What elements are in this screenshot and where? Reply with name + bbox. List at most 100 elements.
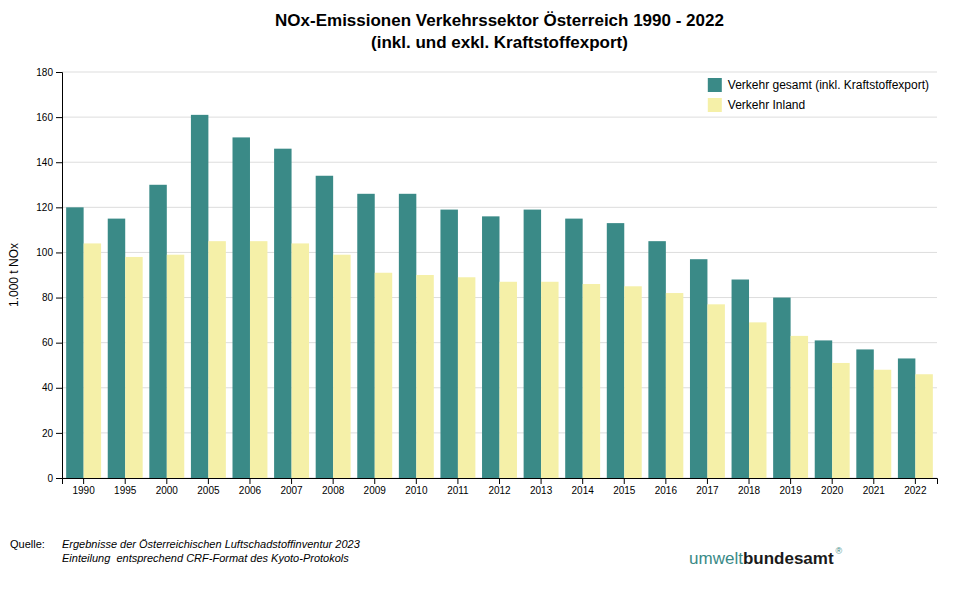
y-tick-mark bbox=[56, 478, 62, 479]
x-tick-label: 2020 bbox=[821, 485, 844, 496]
x-tick-label: 2015 bbox=[613, 485, 636, 496]
bar bbox=[250, 241, 267, 478]
logo-text: bundesamt bbox=[743, 549, 834, 568]
bar bbox=[832, 363, 849, 478]
y-tick: 20 bbox=[42, 428, 62, 439]
source-text: Einteilung entsprechend CRF-Format des K… bbox=[62, 552, 349, 564]
y-tick-mark bbox=[56, 343, 62, 344]
bar bbox=[565, 219, 582, 478]
x-tick-label: 2012 bbox=[488, 485, 511, 496]
bar bbox=[316, 176, 333, 478]
y-tick: 160 bbox=[36, 112, 62, 123]
x-tick-label: 2007 bbox=[280, 485, 303, 496]
x-tick: 2022 bbox=[904, 478, 927, 496]
legend-label: Verkehr gesamt (inkl. Kraftstoffexport) bbox=[728, 78, 929, 92]
x-tick-mark bbox=[665, 478, 666, 484]
x-tick: 2017 bbox=[696, 478, 719, 496]
x-tick: 2020 bbox=[821, 478, 844, 496]
x-tick: 2016 bbox=[655, 478, 678, 496]
y-tick-label: 80 bbox=[42, 292, 54, 303]
grid bbox=[62, 72, 937, 478]
bar bbox=[791, 336, 808, 478]
bar bbox=[690, 259, 707, 478]
bar bbox=[666, 293, 683, 478]
x-tick-mark bbox=[790, 478, 791, 484]
x-tick-label: 2006 bbox=[239, 485, 262, 496]
bar bbox=[357, 194, 374, 478]
y-tick-label: 180 bbox=[36, 67, 53, 78]
bar bbox=[208, 241, 225, 478]
bar bbox=[915, 374, 932, 478]
bar bbox=[624, 286, 641, 478]
x-tick-mark bbox=[457, 478, 458, 484]
logo-mark: ® bbox=[836, 546, 843, 556]
x-tick: 2013 bbox=[530, 478, 553, 496]
y-tick-mark bbox=[56, 298, 62, 299]
bar bbox=[292, 243, 309, 478]
bar bbox=[375, 273, 392, 478]
bar bbox=[416, 275, 433, 478]
bar bbox=[149, 185, 166, 478]
legend: Verkehr gesamt (inkl. Kraftstoffexport)V… bbox=[708, 78, 929, 112]
bar bbox=[648, 241, 665, 478]
bar bbox=[500, 282, 517, 478]
bar bbox=[541, 282, 558, 478]
y-tick-mark bbox=[56, 207, 62, 208]
x-tick: 2011 bbox=[447, 478, 469, 496]
x-axis: 1990199520002005200620072008200920102011… bbox=[63, 478, 938, 496]
x-tick-mark bbox=[208, 478, 209, 484]
bar bbox=[732, 280, 749, 478]
x-tick-mark bbox=[749, 478, 750, 484]
legend-swatch bbox=[708, 98, 722, 112]
bar bbox=[191, 115, 208, 478]
logo-text: umwelt bbox=[689, 549, 743, 568]
bar bbox=[167, 255, 184, 478]
x-tick-mark bbox=[624, 478, 625, 484]
x-tick-label: 2005 bbox=[197, 485, 220, 496]
x-tick: 2015 bbox=[613, 478, 636, 496]
x-tick: 2007 bbox=[280, 478, 303, 496]
x-tick-mark bbox=[915, 478, 916, 484]
bar bbox=[524, 210, 541, 478]
bar bbox=[482, 216, 499, 478]
bar bbox=[815, 340, 832, 478]
bar-series bbox=[84, 241, 933, 478]
x-tick-mark bbox=[291, 478, 292, 484]
x-tick: 1995 bbox=[114, 478, 137, 496]
grid-line bbox=[62, 72, 937, 73]
bars bbox=[66, 115, 933, 478]
y-tick: 80 bbox=[42, 292, 62, 303]
bar bbox=[749, 322, 766, 478]
x-tick: 2019 bbox=[779, 478, 802, 496]
y-tick-label: 160 bbox=[36, 112, 53, 123]
x-tick-mark bbox=[541, 478, 542, 484]
bar bbox=[233, 137, 250, 478]
legend-entry: Verkehr gesamt (inkl. Kraftstoffexport) bbox=[708, 78, 929, 92]
x-tick-label: 2014 bbox=[572, 485, 595, 496]
y-tick-mark bbox=[56, 162, 62, 163]
x-tick-label: 2018 bbox=[738, 485, 761, 496]
y-tick: 180 bbox=[36, 67, 62, 78]
x-tick: 2021 bbox=[863, 478, 886, 496]
x-tick-mark bbox=[83, 478, 84, 484]
x-tick-mark bbox=[832, 478, 833, 484]
bar bbox=[84, 243, 101, 478]
title: NOx-Emissionen Verkehrssektor Österreich… bbox=[275, 11, 724, 30]
bar bbox=[440, 210, 457, 478]
y-tick-label: 120 bbox=[36, 202, 53, 213]
x-tick-mark bbox=[499, 478, 500, 484]
source-label: Quelle: bbox=[10, 538, 45, 550]
bar bbox=[66, 207, 83, 478]
bar-series bbox=[66, 115, 915, 478]
x-tick-label: 1995 bbox=[114, 485, 137, 496]
bar bbox=[458, 277, 475, 478]
bar bbox=[274, 149, 291, 478]
y-tick: 0 bbox=[47, 473, 62, 484]
bar bbox=[108, 219, 125, 478]
y-axis-line bbox=[56, 73, 63, 479]
x-tick: 2012 bbox=[488, 478, 511, 496]
x-tick-label: 2019 bbox=[779, 485, 802, 496]
x-tick-label: 2010 bbox=[405, 485, 428, 496]
legend-swatch bbox=[708, 78, 722, 92]
x-tick-mark bbox=[873, 478, 874, 484]
